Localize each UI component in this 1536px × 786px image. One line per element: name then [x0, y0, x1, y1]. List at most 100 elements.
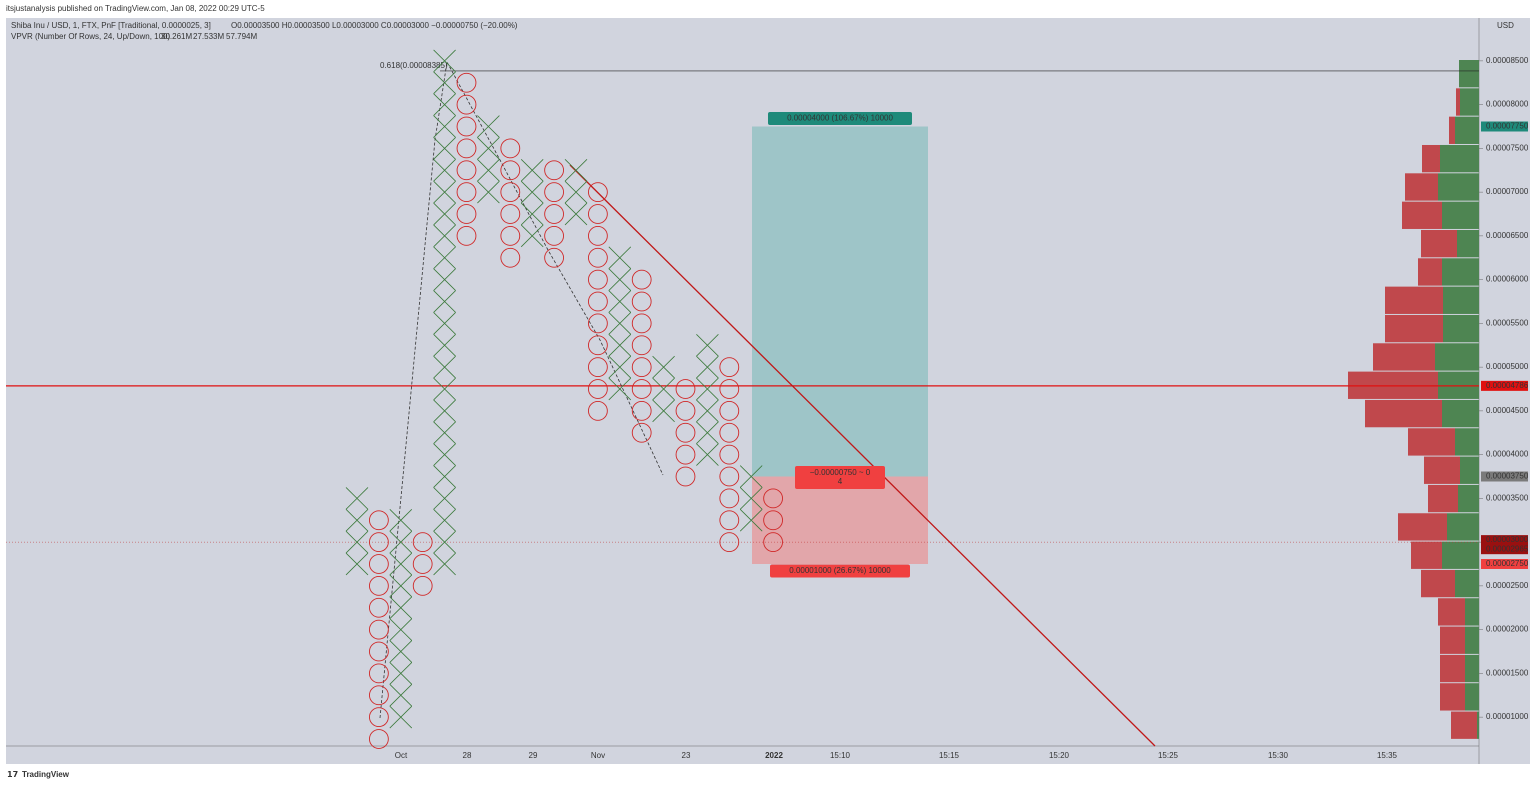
x-box	[608, 355, 632, 379]
publisher: itsjustanalysis published on TradingView…	[6, 4, 265, 13]
x-box	[389, 596, 413, 619]
profile-down	[1428, 484, 1458, 513]
profile-down	[1373, 343, 1435, 371]
o-box	[456, 116, 477, 137]
profile-down	[1385, 314, 1443, 343]
o-box	[544, 225, 564, 246]
x-tick-label: 23	[682, 751, 691, 760]
x-box	[345, 509, 369, 532]
o-box	[588, 269, 608, 290]
profile-down	[1449, 116, 1455, 144]
vpvr-total: 57.794M	[226, 32, 257, 41]
x-box	[520, 180, 544, 204]
o-box	[588, 400, 608, 421]
x-box	[608, 290, 632, 313]
y-tick-label: 0.00007500	[1486, 143, 1529, 152]
profile-up	[1459, 60, 1479, 88]
o-box	[456, 138, 477, 159]
o-box	[631, 313, 652, 334]
o-box	[456, 204, 477, 224]
o-box	[456, 182, 477, 203]
o-box	[369, 510, 389, 531]
x-box	[433, 159, 456, 182]
price-badge	[1481, 380, 1528, 391]
o-box	[763, 488, 783, 509]
profile-up	[1443, 286, 1479, 314]
x-column	[739, 465, 763, 532]
o-box	[544, 182, 564, 203]
x-tick-label: 15:20	[1049, 751, 1070, 760]
x-box	[433, 355, 456, 379]
currency: USD	[1497, 21, 1514, 30]
target-zone	[752, 126, 928, 477]
x-box	[389, 705, 413, 729]
profile-down	[1418, 258, 1442, 286]
price-badge-label: 0.00004786	[1486, 381, 1529, 390]
stop-label: 0.00001000 (26.67%) 10000	[789, 566, 891, 575]
o-box	[588, 291, 608, 312]
o-box	[588, 247, 608, 268]
o-box	[588, 182, 608, 203]
profile-up	[1438, 173, 1479, 201]
x-box	[696, 355, 719, 379]
y-tick-label: 0.00007000	[1486, 187, 1529, 196]
x-tick-label: 28	[463, 751, 472, 760]
y-tick-label: 0.00002500	[1486, 581, 1529, 590]
x-box	[433, 115, 456, 138]
y-tick-label: 0.00008000	[1486, 100, 1529, 109]
y-tick-label: 0.00002000	[1486, 625, 1529, 634]
o-box	[544, 160, 564, 181]
x-box	[652, 377, 675, 401]
o-column	[631, 269, 652, 443]
x-box	[608, 268, 632, 291]
o-box	[500, 204, 521, 224]
vpvr-line: VPVR (Number Of Rows, 24, Up/Down, 100) …	[11, 32, 257, 41]
o-box	[719, 400, 740, 421]
profile-up	[1460, 88, 1479, 116]
x-box	[652, 399, 675, 423]
x-box	[389, 574, 413, 598]
x-box	[608, 246, 632, 269]
o-box	[412, 575, 433, 596]
o-box	[500, 160, 521, 181]
x-box	[520, 159, 544, 182]
trend-line	[569, 164, 1156, 747]
x-box	[433, 443, 456, 466]
o-box	[369, 532, 389, 553]
o-box	[369, 641, 389, 662]
x-column	[389, 509, 413, 729]
fib-label: 0.618(0.00008385)	[380, 61, 448, 70]
y-tick-label: 0.00005000	[1486, 362, 1529, 371]
x-box	[608, 334, 632, 357]
o-column	[500, 138, 521, 268]
profile-up	[1465, 654, 1479, 683]
x-box	[433, 137, 456, 160]
o-box	[631, 400, 652, 421]
x-tick-label: 2022	[765, 751, 783, 760]
price-badge-label: 0.00003750	[1486, 472, 1529, 481]
x-box	[696, 334, 719, 357]
vpvr-up: 30.261M	[161, 32, 192, 41]
price-badge	[1481, 121, 1528, 132]
price-badge-label: 0.00002965	[1486, 544, 1529, 553]
profile-up	[1458, 484, 1479, 513]
profile-down	[1422, 144, 1440, 173]
x-box	[345, 487, 369, 510]
profile-up	[1443, 314, 1479, 343]
brand: TradingView	[22, 770, 70, 779]
target-label: 0.00004000 (106.67%) 10000	[787, 114, 893, 123]
o-box	[456, 72, 477, 93]
price-badge-label: 0.00003000	[1486, 535, 1529, 544]
symbol-line: Shiba Inu / USD, 1, FTX, PnF [Traditiona…	[11, 21, 518, 30]
x-box	[739, 465, 763, 488]
profile-up	[1435, 343, 1479, 371]
x-box	[433, 399, 456, 423]
o-box	[763, 510, 783, 531]
x-box	[433, 246, 456, 269]
profile-up	[1460, 456, 1479, 484]
x-box	[389, 552, 413, 576]
pnl-bg	[795, 466, 885, 489]
y-tick-label: 0.00006000	[1486, 275, 1529, 284]
o-column	[675, 379, 696, 487]
y-tick-label: 0.00004500	[1486, 406, 1529, 415]
